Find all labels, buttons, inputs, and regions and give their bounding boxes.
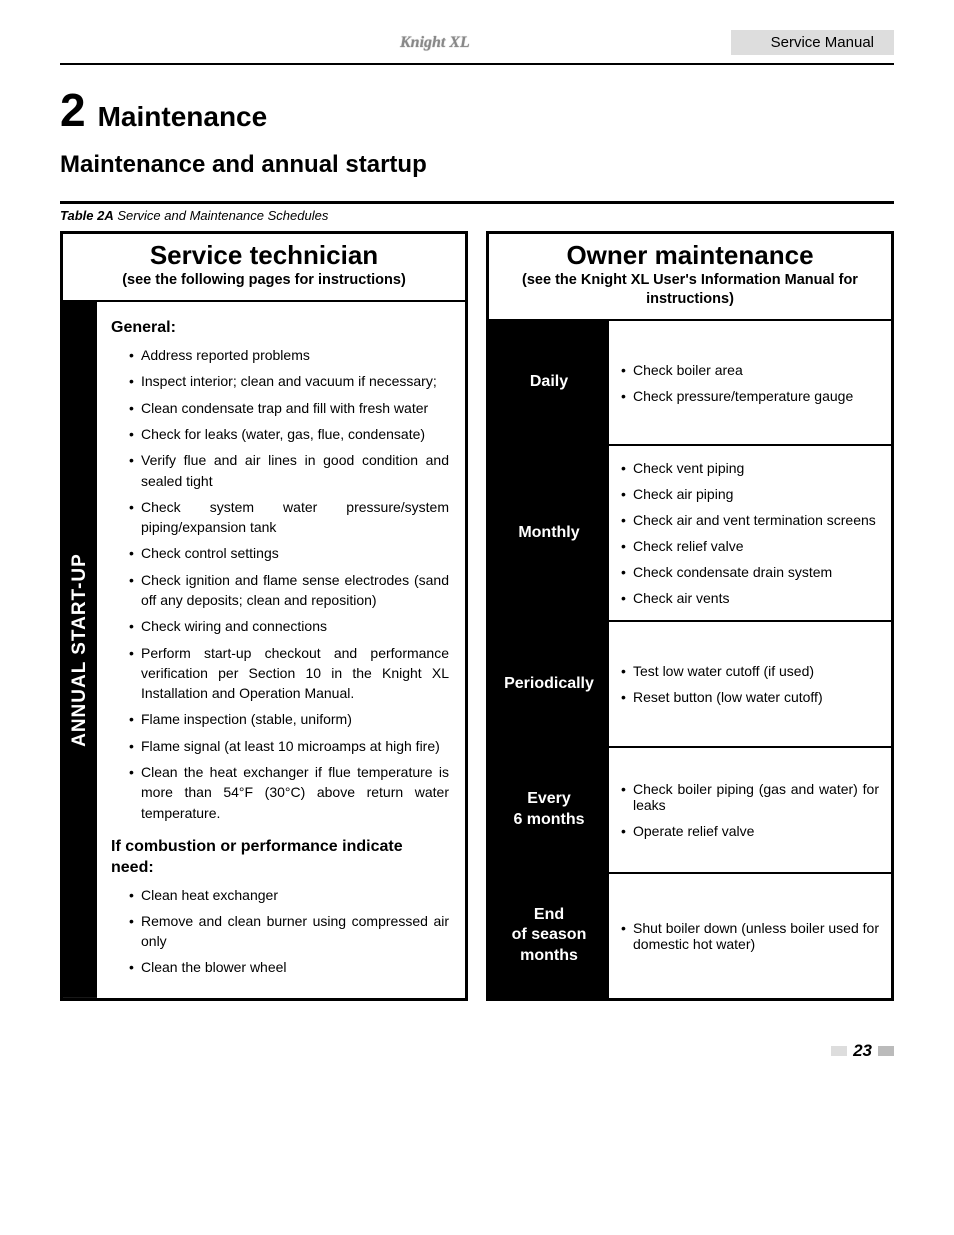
chapter-number: 2: [60, 83, 86, 137]
chapter-heading: 2 Maintenance: [60, 83, 894, 137]
schedule-row-content: Shut boiler down (unless boiler used for…: [609, 874, 891, 998]
schedule-item-list: Check vent piping Check air piping Check a…: [621, 460, 879, 606]
left-panel-title: Service technician: [73, 240, 455, 271]
annual-startup-label: ANNUAL START-UP: [63, 302, 97, 998]
general-heading: General:: [111, 316, 449, 339]
schedule-item-list: Shut boiler down (unless boiler used for…: [621, 920, 879, 952]
list-item: Clean the blower wheel: [129, 957, 449, 977]
list-item: Perform start-up checkout and performanc…: [129, 643, 449, 704]
list-item: Check air piping: [621, 486, 879, 502]
list-item: Check wiring and connections: [129, 616, 449, 636]
list-item: Check ignition and flame sense electrode…: [129, 570, 449, 611]
list-item: Check relief valve: [621, 538, 879, 554]
page-number: 23: [853, 1041, 872, 1061]
right-panel-head: Owner maintenance (see the Knight XL Use…: [489, 234, 891, 321]
right-panel-body: Daily Check boiler area Check pressure/tem…: [489, 321, 891, 998]
brand-logo: Knight XL: [400, 34, 470, 52]
chapter-title: Maintenance: [98, 101, 268, 133]
list-item: Check air vents: [621, 590, 879, 606]
table-caption-text: Service and Maintenance Schedules: [114, 208, 329, 223]
schedule-row-content: Check boiler piping (gas and water) for …: [609, 748, 891, 872]
list-item: Verify flue and air lines in good condit…: [129, 450, 449, 491]
schedule-grid: Service technician (see the following pa…: [60, 231, 894, 1001]
list-item: Address reported problems: [129, 345, 449, 365]
list-item: Check boiler area: [621, 362, 879, 378]
list-item: Check condensate drain system: [621, 564, 879, 580]
schedule-row: Periodically Test low water cutoff (if us…: [489, 622, 891, 748]
schedule-row-content: Check vent piping Check air piping Check a…: [609, 446, 891, 620]
list-item: Check boiler piping (gas and water) for …: [621, 781, 879, 813]
list-item: Clean the heat exchanger if flue tempera…: [129, 762, 449, 823]
list-item: Check air and vent termination screens: [621, 512, 879, 528]
left-panel-head: Service technician (see the following pa…: [63, 234, 465, 302]
right-panel-subtitle: (see the Knight XL User's Information Ma…: [499, 271, 881, 309]
list-item: Check control settings: [129, 543, 449, 563]
header-label: Service Manual: [731, 30, 894, 55]
list-item: Remove and clean burner using compressed…: [129, 911, 449, 952]
list-item: Operate relief valve: [621, 823, 879, 839]
schedule-row-label: Monthly: [489, 446, 609, 620]
schedule-row-content: Check boiler area Check pressure/temperat…: [609, 321, 891, 445]
footer-square-icon: [831, 1046, 847, 1056]
list-item: Test low water cutoff (if used): [621, 663, 879, 679]
list-item: Check for leaks (water, gas, flue, conde…: [129, 424, 449, 444]
combustion-heading: If combustion or performance indicate ne…: [111, 837, 449, 879]
list-item: Check system water pressure/system pipin…: [129, 497, 449, 538]
header-rule: [60, 63, 894, 65]
schedule-row-content: Test low water cutoff (if used) Reset but…: [609, 622, 891, 746]
left-panel-body: ANNUAL START-UP General: Address reporte…: [63, 302, 465, 998]
schedule-item-list: Test low water cutoff (if used) Reset but…: [621, 663, 879, 705]
list-item: Shut boiler down (unless boiler used for…: [621, 920, 879, 952]
list-item: Reset button (low water cutoff): [621, 689, 879, 705]
section-subheading: Maintenance and annual startup: [60, 151, 894, 179]
schedule-item-list: Check boiler area Check pressure/temperat…: [621, 362, 879, 404]
schedule-row: Endof seasonmonths Shut boiler down (unle…: [489, 874, 891, 998]
list-item: Clean heat exchanger: [129, 885, 449, 905]
left-panel-subtitle: (see the following pages for instruction…: [73, 271, 455, 290]
list-item: Check vent piping: [621, 460, 879, 476]
schedule-row: Daily Check boiler area Check pressure/tem…: [489, 321, 891, 447]
list-item: Flame inspection (stable, uniform): [129, 709, 449, 729]
list-item: Inspect interior; clean and vacuum if ne…: [129, 371, 449, 391]
left-content: General: Address reported problems Inspec…: [97, 302, 465, 998]
table-caption: Table 2A Service and Maintenance Schedul…: [60, 208, 894, 223]
schedule-row-label: Endof seasonmonths: [489, 874, 609, 998]
schedule-row: Monthly Check vent piping Check air piping…: [489, 446, 891, 622]
table-caption-id: Table 2A: [60, 208, 114, 223]
list-item: Clean condensate trap and fill with fres…: [129, 398, 449, 418]
list-item: Check pressure/temperature gauge: [621, 388, 879, 404]
table-top-rule: [60, 201, 894, 204]
header-bar: Knight XL Service Manual: [60, 30, 894, 55]
owner-maintenance-panel: Owner maintenance (see the Knight XL Use…: [486, 231, 894, 1001]
general-list: Address reported problems Inspect interio…: [111, 345, 449, 823]
footer-square-icon: [878, 1046, 894, 1056]
page-footer: 23: [60, 1041, 894, 1061]
schedule-row-label: Daily: [489, 321, 609, 445]
schedule-row-label: Periodically: [489, 622, 609, 746]
combustion-list: Clean heat exchanger Remove and clean bur…: [111, 885, 449, 978]
schedule-item-list: Check boiler piping (gas and water) for …: [621, 781, 879, 839]
schedule-row: Every6 months Check boiler piping (gas an…: [489, 748, 891, 874]
schedule-row-label: Every6 months: [489, 748, 609, 872]
service-technician-panel: Service technician (see the following pa…: [60, 231, 468, 1001]
list-item: Flame signal (at least 10 microamps at h…: [129, 736, 449, 756]
right-panel-title: Owner maintenance: [499, 240, 881, 271]
